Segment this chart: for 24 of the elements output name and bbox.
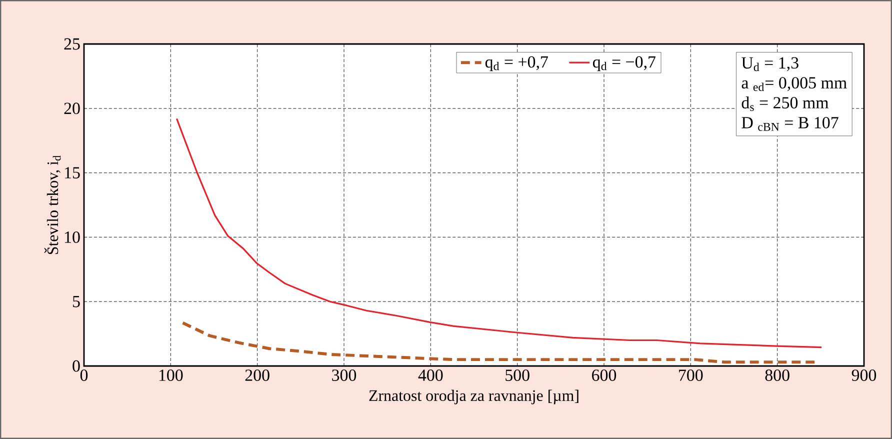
annotation: d$_{s}$ = 250 mm [742,96,829,111]
y-tick-label: 5 [72,296,80,308]
y-tick-label: 25 [64,38,80,50]
x-tick-label: 600 [592,370,616,381]
y-tick-label: 0 [72,360,80,372]
annotation: a $_{ed}$= 0,005 mm [742,77,847,92]
x-tick-label: 400 [418,370,443,381]
x-tick-label: 200 [245,370,270,381]
x-axis-title: Zrnatost orodja za ravnanje [µm] [369,390,578,404]
annotation: U$_{d}$ = 1,3 [742,57,798,72]
y-tick-label: 10 [65,231,80,243]
x-tick-label: 100 [159,370,183,381]
y-tick-label: 15 [65,167,80,178]
x-tick-label: 900 [852,370,876,381]
legend-label: q$_{d}$ = +0,7 [485,56,548,72]
x-tick-label: 500 [506,370,530,381]
annotation: D $_{cBN}$ = B 107 [742,116,838,131]
x-tick-label: 300 [332,370,356,381]
x-tick-label: 700 [679,370,703,381]
legend-label: q$_{d}$ = −0,7 [592,56,656,72]
x-tick-label: 0 [80,370,88,381]
y-tick-label: 20 [64,102,80,114]
x-tick-label: 800 [765,370,790,381]
y-axis-title: Število trkov, i$_{d}$ [44,156,61,254]
